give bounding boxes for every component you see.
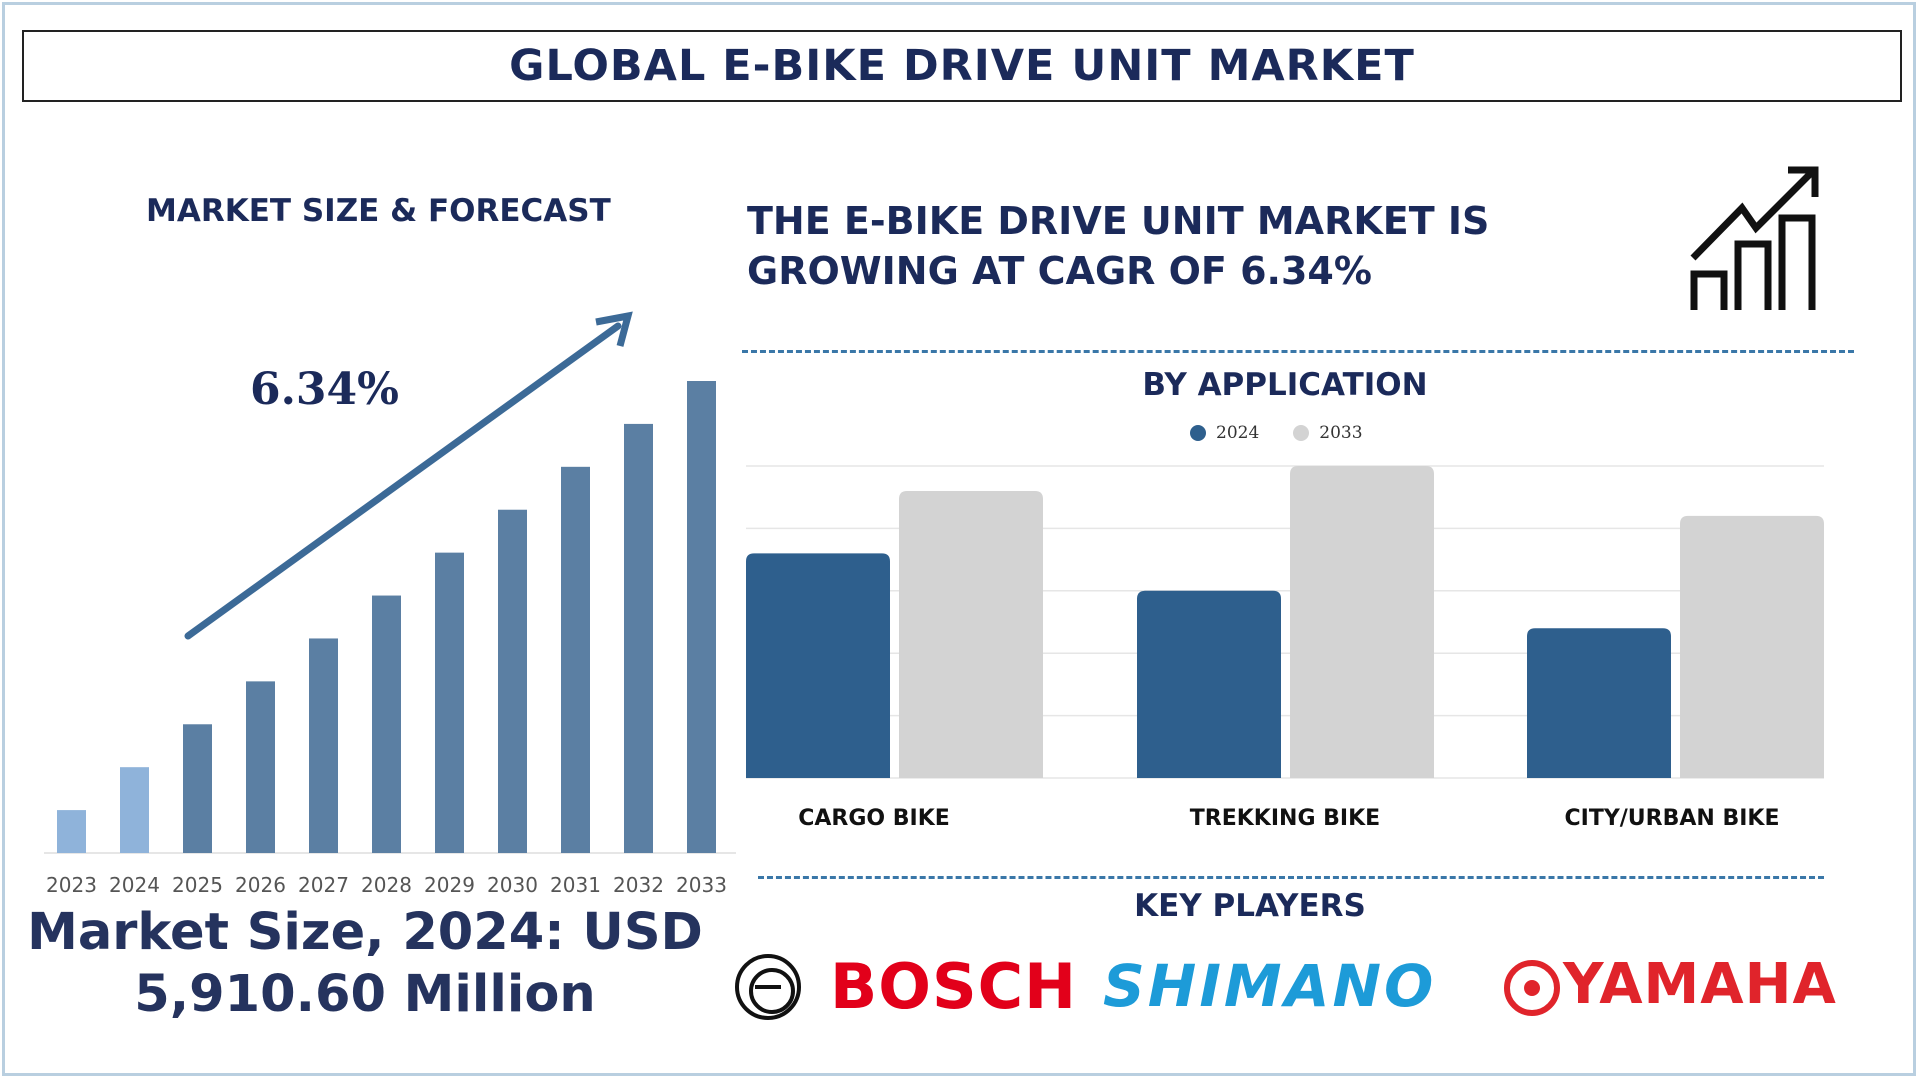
cagr-headline: THE E-BIKE DRIVE UNIT MARKET IS GROWING … [747,196,1647,296]
forecast-tick-label: 2027 [298,873,349,897]
app-bar-2033 [1290,466,1434,778]
app-bar-2024 [1527,628,1671,778]
app-category-label: TREKKING BIKE [1189,806,1381,831]
app-category-label: CITY/URBAN BIKE [1564,806,1780,831]
forecast-bar [246,681,275,853]
forecast-bar [309,638,338,853]
forecast-tick-label: 2026 [235,873,286,897]
forecast-bar [57,810,86,853]
forecast-bar [372,595,401,853]
section-divider-bottom [758,876,1824,879]
forecast-bar [183,724,212,853]
market-size-line2: 5,910.60 Million [134,965,596,1024]
app-bar-2024 [1137,590,1281,778]
legend-label-2033: 2033 [1319,423,1363,443]
trend-arrowhead-icon [595,311,633,347]
app-bar-2033 [899,490,1043,778]
forecast-tick-label: 2032 [613,873,664,897]
forecast-tick-label: 2030 [487,873,538,897]
application-legend: 2024 2033 [1190,423,1363,443]
forecast-tick-label: 2029 [424,873,475,897]
cagr-headline-line2: GROWING AT CAGR OF 6.34% [747,249,1372,293]
forecast-tick-label: 2023 [46,873,97,897]
forecast-tick-label: 2024 [109,873,160,897]
legend-label-2024: 2024 [1216,423,1260,443]
bosch-logo: BOSCH [830,950,1078,1023]
legend-item-2033: 2033 [1293,423,1363,443]
forecast-bar [120,767,149,853]
forecast-section-title: MARKET SIZE & FORECAST [146,193,611,229]
forecast-bar [498,509,527,853]
application-chart [746,465,1824,779]
yamaha-logo: YAMAHA [1563,952,1837,1017]
page-title: GLOBAL E-BIKE DRIVE UNIT MARKET [509,41,1415,91]
players-section-title: KEY PLAYERS [1134,888,1366,924]
market-size-line1: Market Size, 2024: USD [27,903,703,962]
legend-dot-2024 [1190,425,1206,441]
trend-arrow-icon [184,322,622,640]
legend-item-2024: 2024 [1190,423,1259,443]
shimano-logo: SHIMANO [1103,952,1437,1020]
forecast-bar [624,423,653,853]
forecast-tick-label: 2031 [550,873,601,897]
page-title-box: GLOBAL E-BIKE DRIVE UNIT MARKET [22,30,1902,102]
application-section-title: BY APPLICATION [1142,367,1428,403]
yamaha-tuning-fork-icon [1504,960,1560,1016]
forecast-bar [435,552,464,853]
growth-chart-icon [1690,166,1819,310]
cagr-headline-line1: THE E-BIKE DRIVE UNIT MARKET IS [747,199,1490,243]
forecast-bar [687,381,716,853]
forecast-bar [561,466,590,853]
app-category-label: CARGO BIKE [798,806,950,831]
bosch-ring-icon [735,954,801,1020]
cagr-annotation: 6.34% [250,364,399,415]
forecast-tick-label: 2028 [361,873,412,897]
section-divider-top [742,350,1854,353]
market-size-text: Market Size, 2024: USD 5,910.60 Million [20,902,710,1026]
app-bar-2033 [1680,515,1824,778]
legend-dot-2033 [1293,425,1310,441]
forecast-tick-label: 2025 [172,873,223,897]
forecast-chart: 2023 2024 2025 2026 2027 2028 2029 2030 2031 2032… [44,311,736,897]
forecast-tick-label: 2033 [676,873,727,897]
app-bar-2024 [746,553,890,778]
